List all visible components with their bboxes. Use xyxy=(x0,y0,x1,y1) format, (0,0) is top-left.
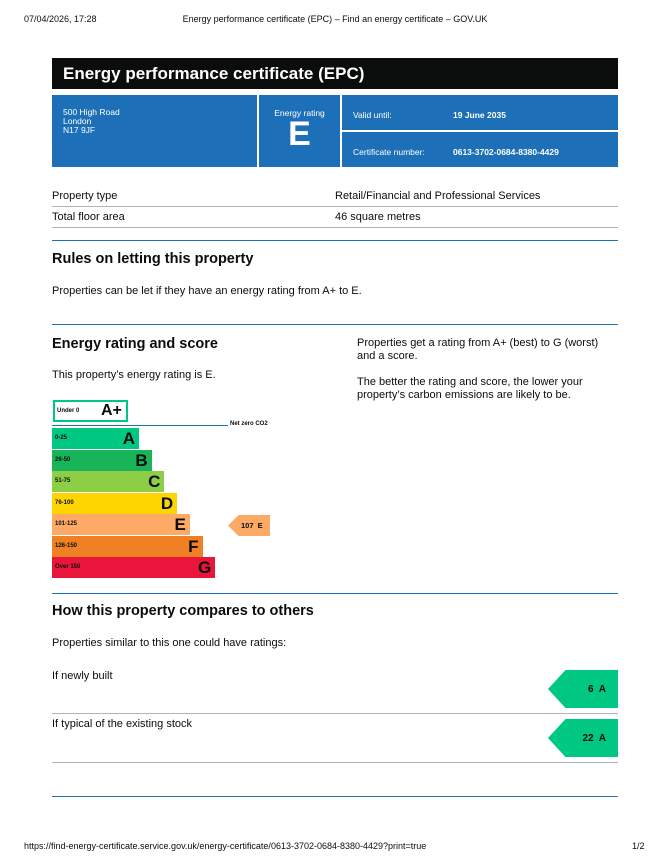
valid-date: 19 June 2035 xyxy=(453,110,506,120)
valid-label: Valid until: xyxy=(353,110,392,120)
print-page-number: 1/2 xyxy=(632,841,645,851)
address-line: London xyxy=(63,116,92,126)
band-letter: D xyxy=(160,493,174,513)
net-zero-line xyxy=(52,425,228,426)
typical-stock-rating: 22 A xyxy=(548,719,618,757)
band-a-plus: Under 0 A+ xyxy=(53,400,128,422)
band-letter: G xyxy=(197,558,212,577)
certificate-label: Certificate number: xyxy=(353,147,425,157)
address-box: 500 High Road London N17 9JF xyxy=(52,95,257,167)
rating-value: 6 A xyxy=(588,684,606,695)
newly-built-rating: 6 A xyxy=(548,670,618,708)
band-range: 126-150 xyxy=(55,542,78,549)
rating-label: Energy rating xyxy=(274,108,325,118)
band-range: 76-100 xyxy=(55,499,74,506)
compare-label: If newly built xyxy=(52,670,113,682)
band-d: 76-100 D xyxy=(52,492,178,514)
band-b: 26-50 B xyxy=(52,449,152,471)
band-range: Under 0 xyxy=(57,408,80,414)
current-rating-label: 107 E xyxy=(241,521,263,530)
detail-value: 46 square metres xyxy=(335,211,421,223)
score-side-text: Properties get a rating from A+ (best) t… xyxy=(357,337,599,362)
rules-text: Properties can be let if they have an en… xyxy=(52,285,362,297)
band-range: 101-125 xyxy=(55,521,78,527)
print-url: https://find-energy-certificate.service.… xyxy=(24,841,427,851)
band-a: 0-25 A xyxy=(52,428,139,449)
divider xyxy=(52,240,618,241)
compare-text: Properties similar to this one could hav… xyxy=(52,637,287,649)
detail-row: Total floor area 46 square metres xyxy=(52,207,618,228)
band-range: Over 150 xyxy=(55,564,81,570)
page-title: Energy performance certificate (EPC) xyxy=(52,58,618,89)
band-letter: A xyxy=(122,429,135,448)
band-letter: B xyxy=(135,450,148,470)
divider xyxy=(52,762,618,763)
band-f: 126-150 F xyxy=(52,535,203,557)
score-text: This property’s energy rating is E. xyxy=(52,369,216,381)
score-heading: Energy rating and score xyxy=(52,336,218,352)
divider xyxy=(52,324,618,325)
address-line: N17 9JF xyxy=(63,125,96,135)
rating-letter: E xyxy=(288,115,311,153)
certificate-number: 0613-3702-0684-8380-4429 xyxy=(453,147,559,157)
net-zero-label: Net zero CO2 xyxy=(230,421,268,427)
detail-key: Total floor area xyxy=(52,211,125,223)
band-letter: A+ xyxy=(101,402,122,419)
detail-key: Property type xyxy=(52,190,118,202)
band-range: 26-50 xyxy=(55,456,71,463)
divider xyxy=(52,713,618,714)
current-rating-arrow: 107 E xyxy=(228,515,270,536)
compare-heading: How this property compares to others xyxy=(52,603,314,619)
certificate-box: Certificate number: 0613-3702-0684-8380-… xyxy=(342,132,618,167)
valid-box: Valid until: 19 June 2035 xyxy=(342,95,618,130)
address-line: 500 High Road xyxy=(63,107,120,117)
band-letter: E xyxy=(174,515,186,534)
band-letter: F xyxy=(188,536,199,556)
detail-value: Retail/Financial and Professional Servic… xyxy=(335,190,541,202)
band-range: 0-25 xyxy=(55,435,68,441)
divider xyxy=(52,593,618,594)
band-e: 101-125 E xyxy=(52,514,190,535)
print-datetime: 07/04/2026, 17:28 xyxy=(24,14,97,24)
band-c: 51-75 C xyxy=(52,471,165,492)
compare-label: If typical of the existing stock xyxy=(52,718,193,730)
band-range: 51-75 xyxy=(55,478,71,484)
print-page-title: Energy performance certificate (EPC) – F… xyxy=(182,14,488,24)
detail-row: Property type Retail/Financial and Profes… xyxy=(52,186,618,207)
band-letter: C xyxy=(148,472,161,491)
divider xyxy=(52,796,618,797)
rules-heading: Rules on letting this property xyxy=(52,251,254,267)
score-side-text: The better the rating and score, the low… xyxy=(357,376,583,401)
rating-value: 22 A xyxy=(582,733,606,744)
rating-box: Energy rating E xyxy=(259,95,340,167)
band-g: Over 150 G xyxy=(52,557,216,578)
